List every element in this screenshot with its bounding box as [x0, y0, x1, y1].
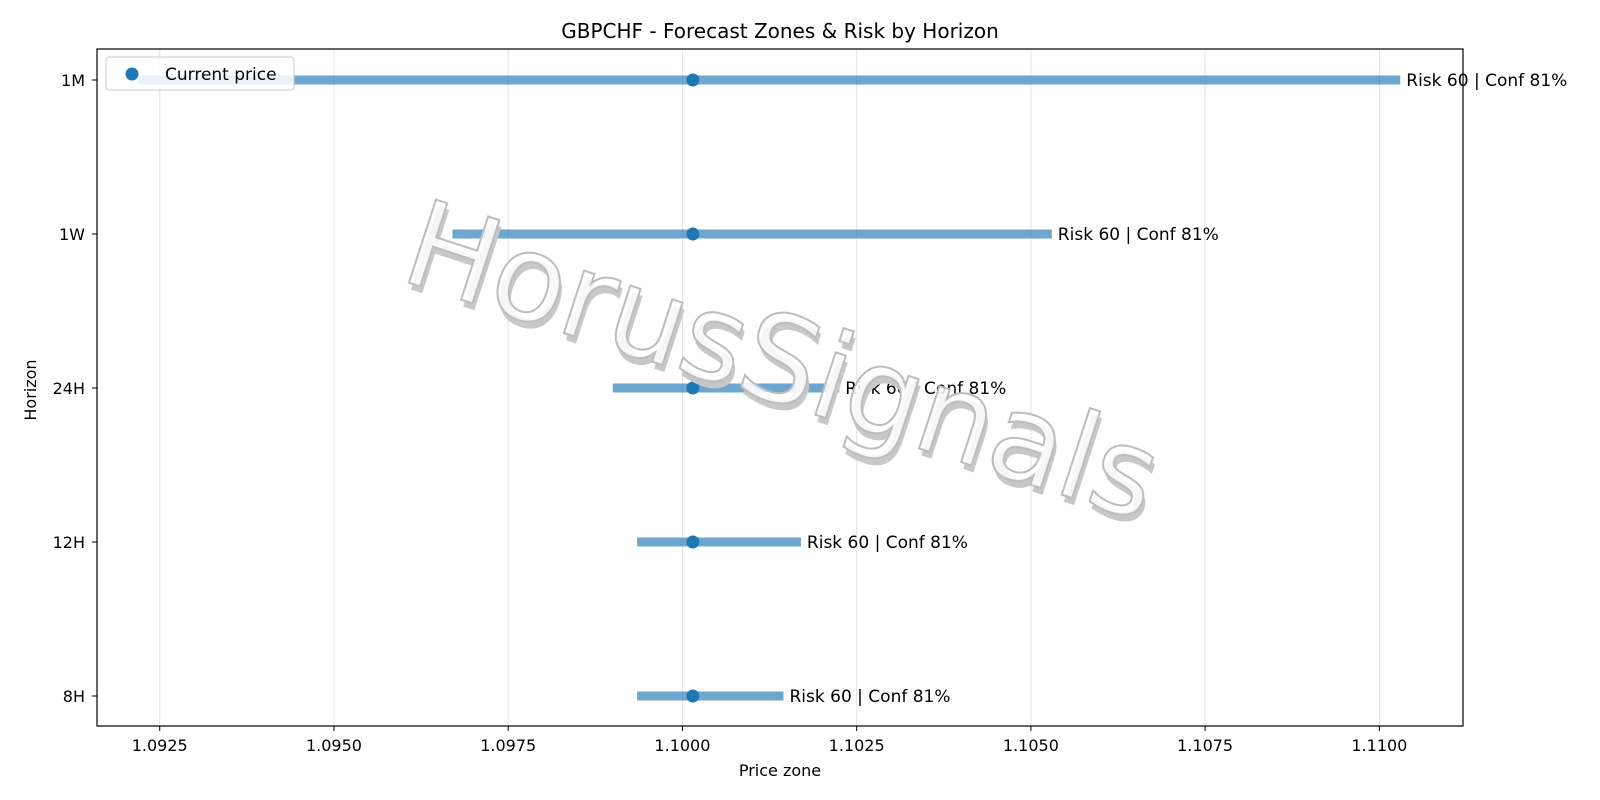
- chart-title: GBPCHF - Forecast Zones & Risk by Horizo…: [561, 19, 999, 43]
- y-tick-label: 24H: [53, 379, 85, 398]
- y-tick-label: 8H: [63, 687, 85, 706]
- annotation-layer: Risk 60 | Conf 81% Risk 60 | Conf 81% Risk…: [789, 71, 1567, 707]
- y-axis-label: Horizon: [21, 359, 40, 420]
- zone-annotation: Risk 60 | Conf 81%: [1406, 71, 1567, 91]
- current-price-point: [686, 689, 700, 703]
- x-tick-label: 1.1000: [654, 736, 710, 755]
- x-tick-label: 1.1050: [1003, 736, 1059, 755]
- zone-annotation: Risk 60 | Conf 81%: [807, 533, 968, 553]
- legend-marker: [125, 67, 139, 81]
- current-price-point: [686, 73, 700, 87]
- y-tick-label: 1M: [61, 71, 85, 90]
- legend: Current price: [105, 56, 295, 91]
- x-tick-layer: 1.0925 1.0950 1.0975 1.1000 1.1025 1.1050 1.10…: [132, 726, 1407, 755]
- x-tick-label: 1.1075: [1177, 736, 1233, 755]
- x-axis-label: Price zone: [739, 761, 821, 780]
- zone-annotation: Risk 60 | Conf 81%: [845, 379, 1006, 399]
- x-tick-label: 1.0950: [306, 736, 362, 755]
- zone-annotation: Risk 60 | Conf 81%: [1058, 225, 1219, 245]
- legend-box: [105, 56, 295, 91]
- zone-annotation: Risk 60 | Conf 81%: [789, 687, 950, 707]
- y-tick-label: 12H: [53, 533, 85, 552]
- x-tick-label: 1.1100: [1351, 736, 1407, 755]
- y-tick-label: 1W: [59, 225, 85, 244]
- point-layer: [686, 73, 700, 703]
- legend-label: Current price: [165, 65, 277, 85]
- y-tick-layer: 8H 12H 24H 1W 1M: [53, 71, 97, 706]
- current-price-point: [686, 381, 700, 395]
- x-tick-label: 1.1025: [829, 736, 885, 755]
- zone-layer: [138, 75, 1401, 701]
- current-price-point: [686, 227, 700, 241]
- x-tick-label: 1.0975: [480, 736, 536, 755]
- grid-layer: [159, 49, 1380, 726]
- current-price-point: [686, 535, 700, 549]
- x-tick-label: 1.0925: [132, 736, 188, 755]
